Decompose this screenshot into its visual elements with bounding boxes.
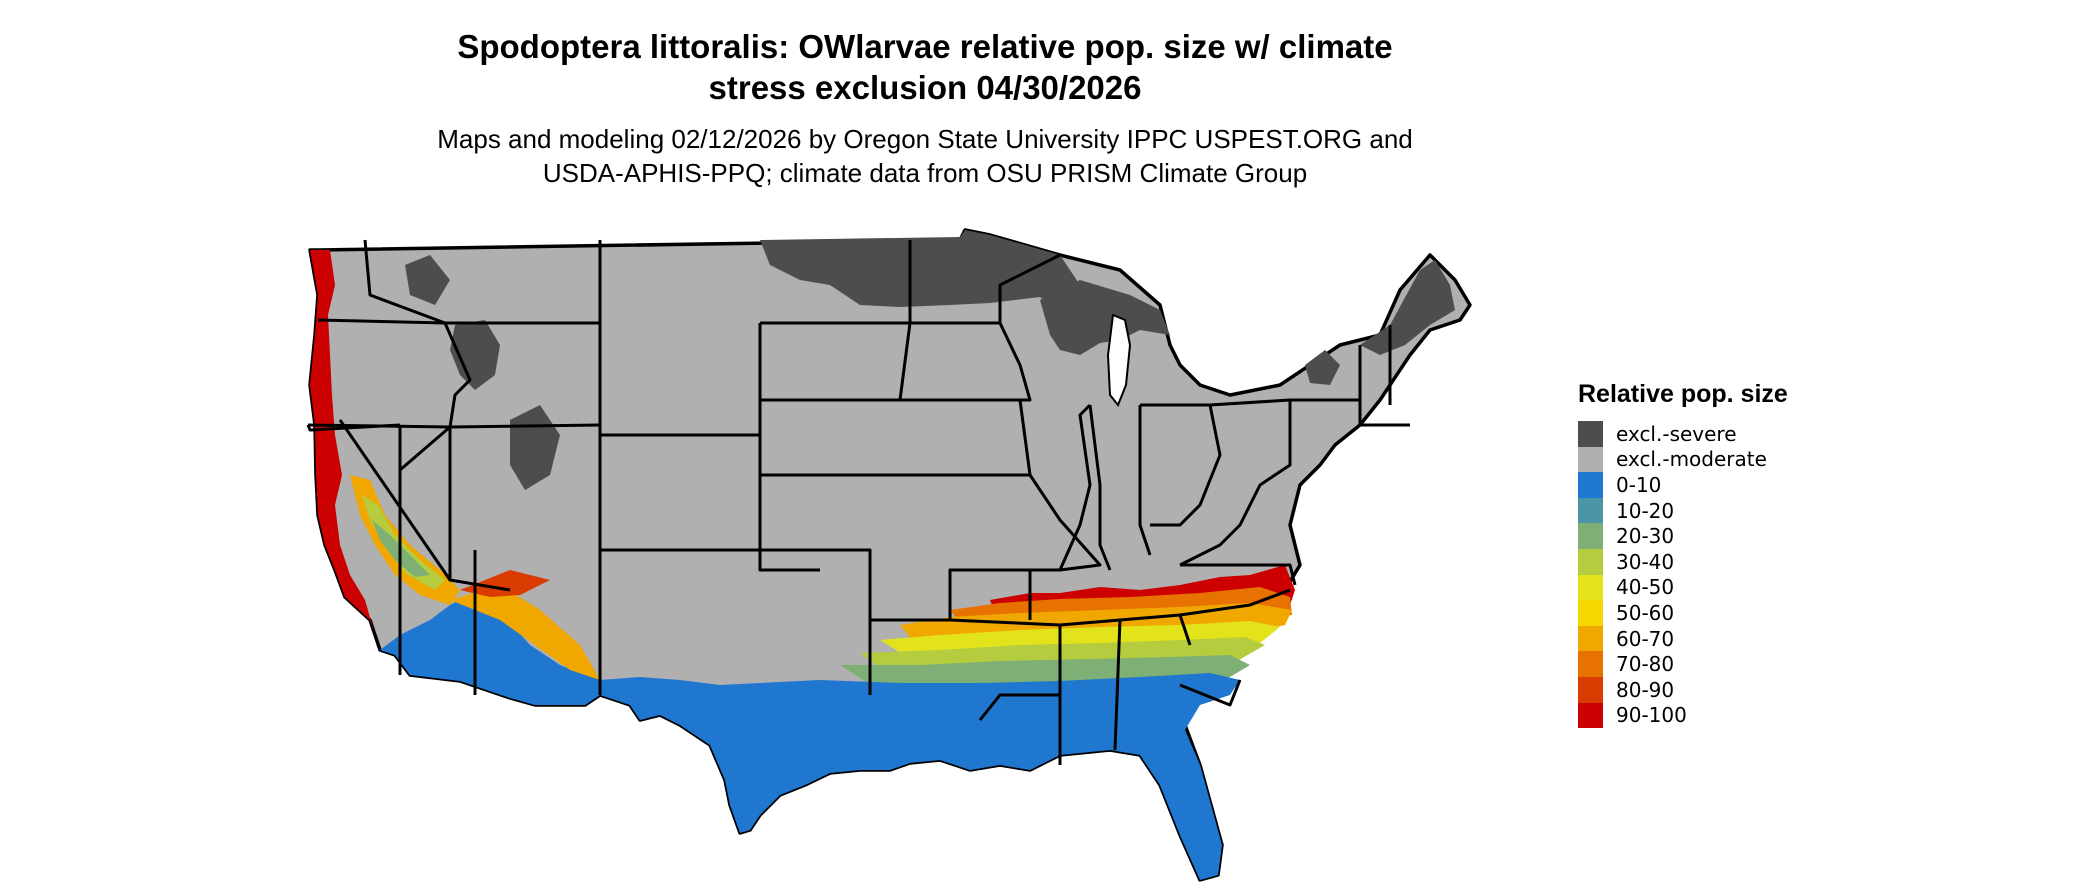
legend-label: 40-50 — [1616, 575, 1675, 600]
lake-michigan — [1106, 313, 1132, 407]
legend-label: 10-20 — [1616, 498, 1675, 523]
legend-item: 40-50 — [1578, 574, 1788, 601]
legend-swatch — [1578, 574, 1603, 601]
legend-label: 20-30 — [1616, 524, 1675, 549]
legend-item: excl.-moderate — [1578, 446, 1788, 473]
legend-items: excl.-severe excl.-moderate 0-10 10-20 20-30… — [1578, 421, 1788, 729]
state-borders — [306, 239, 1410, 765]
severe-new-england — [1360, 260, 1455, 355]
legend-label: 90-100 — [1616, 703, 1687, 728]
severe-upper-great-lakes — [1040, 280, 1170, 355]
severe-wyoming — [450, 320, 500, 390]
legend-swatch — [1578, 651, 1603, 677]
legend-label: excl.-severe — [1616, 421, 1737, 446]
legend-swatch — [1578, 676, 1603, 703]
legend-item: 0-10 — [1578, 472, 1788, 498]
legend-label: 50-60 — [1616, 600, 1675, 625]
legend-swatch — [1578, 702, 1603, 729]
legend-label: 30-40 — [1616, 549, 1675, 574]
legend-item: excl.-severe — [1578, 421, 1788, 447]
south-0-10 — [380, 595, 1240, 880]
legend-label: 70-80 — [1616, 652, 1675, 677]
legend-swatch — [1578, 548, 1603, 575]
severe-montana-west — [405, 255, 450, 305]
title-line-1: Spodoptera littoralis: OWlarvae relative… — [457, 28, 1393, 65]
severe-adirondacks — [1305, 350, 1340, 385]
legend-swatch — [1578, 421, 1603, 447]
southwest-60-70 — [450, 585, 600, 680]
map-subtitle: Maps and modeling 02/12/2026 by Oregon S… — [0, 122, 1850, 190]
legend-swatch — [1578, 523, 1603, 549]
map-title: Spodoptera littoralis: OWlarvae relative… — [0, 26, 1850, 108]
legend-item: 10-20 — [1578, 497, 1788, 524]
legend-item: 90-100 — [1578, 702, 1788, 729]
legend-swatch — [1578, 600, 1603, 626]
legend-swatch — [1578, 497, 1603, 524]
legend-item: 50-60 — [1578, 600, 1788, 626]
legend-title: Relative pop. size — [1578, 380, 1788, 408]
legend-item: 60-70 — [1578, 625, 1788, 652]
legend-swatch — [1578, 472, 1603, 498]
legend-label: 80-90 — [1616, 677, 1675, 702]
legend: Relative pop. size excl.-severe excl.-mod… — [1578, 380, 1788, 729]
southwest-80-90 — [460, 570, 550, 597]
us-map — [306, 228, 1472, 882]
legend-item: 80-90 — [1578, 676, 1788, 703]
legend-swatch — [1578, 446, 1603, 473]
legend-swatch — [1578, 625, 1603, 652]
legend-item: 70-80 — [1578, 651, 1788, 677]
legend-item: 20-30 — [1578, 523, 1788, 549]
subtitle-line-1: Maps and modeling 02/12/2026 by Oregon S… — [437, 124, 1413, 154]
california-valley-30-40 — [362, 495, 445, 590]
west-coast-90-100 — [310, 250, 375, 635]
legend-label: 0-10 — [1616, 472, 1662, 497]
subtitle-line-2: USDA-APHIS-PPQ; climate data from OSU PR… — [542, 158, 1308, 188]
legend-label: 60-70 — [1616, 626, 1675, 651]
legend-item: 30-40 — [1578, 548, 1788, 575]
title-line-2: stress exclusion 04/30/2026 — [708, 69, 1142, 106]
legend-label: excl.-moderate — [1616, 447, 1767, 472]
